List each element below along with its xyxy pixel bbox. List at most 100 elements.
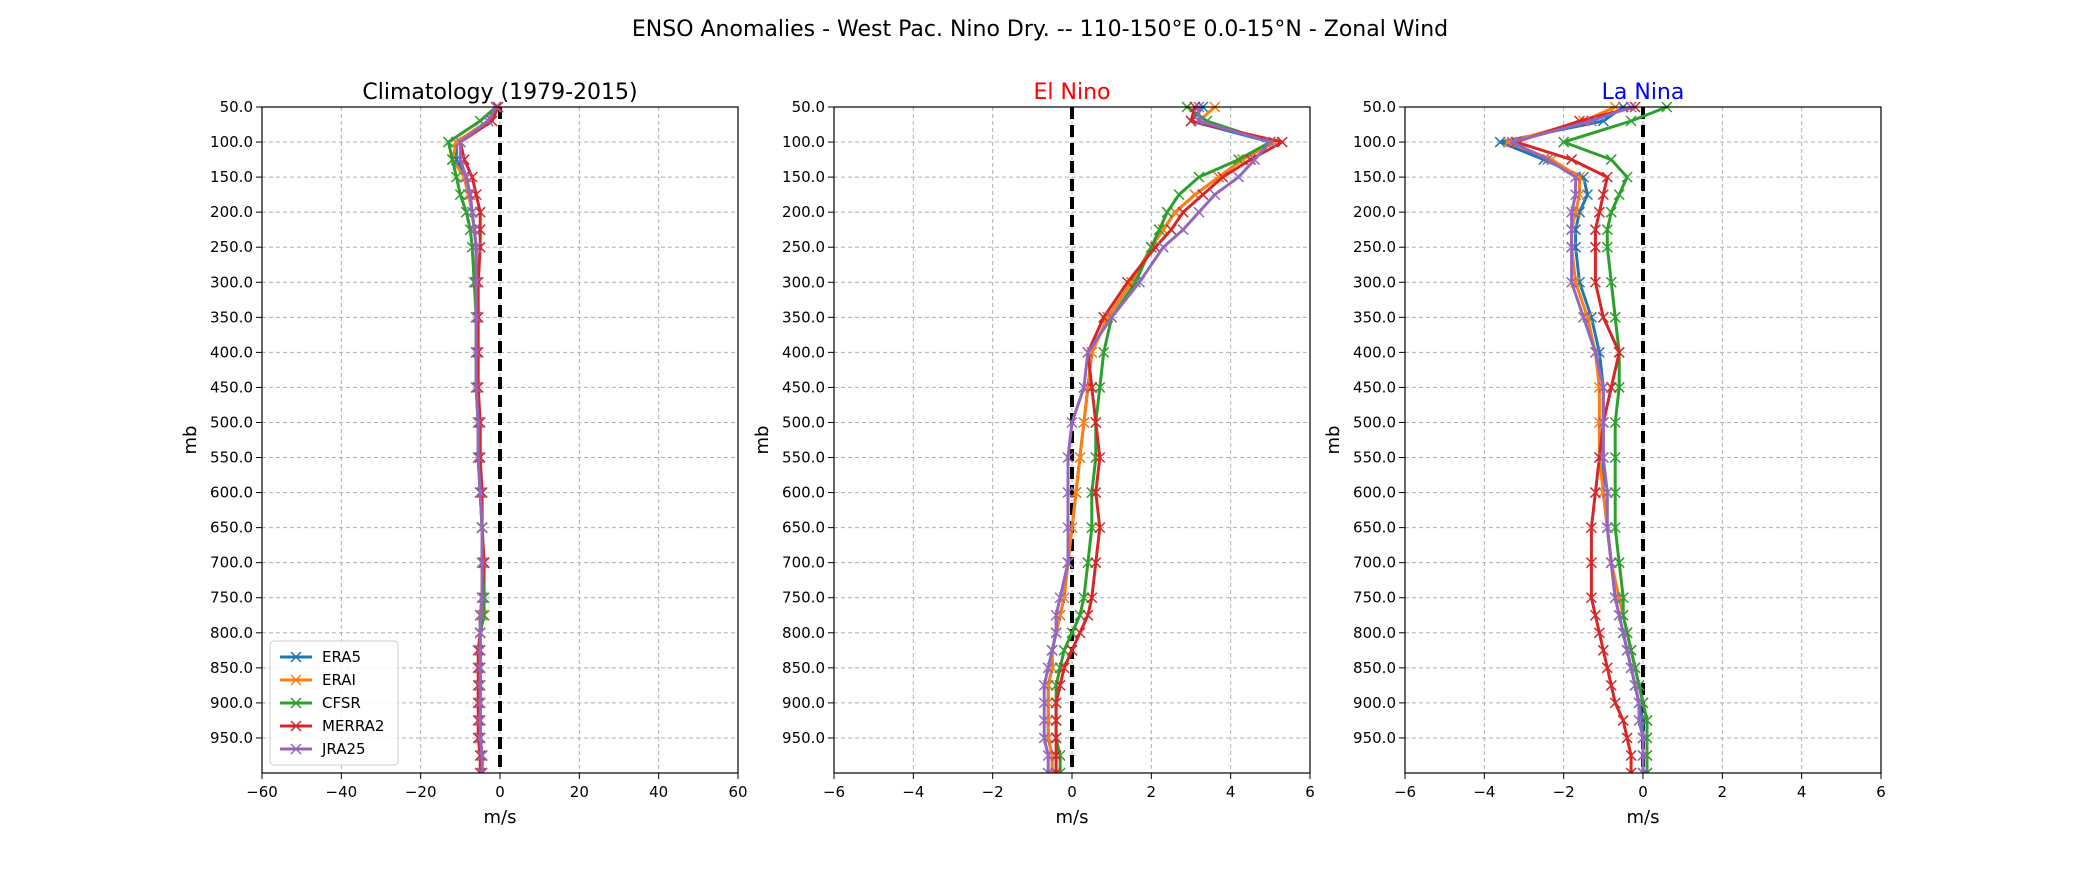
data-point <box>1597 451 1609 464</box>
data-point <box>1589 241 1601 253</box>
data-point <box>1589 276 1601 288</box>
data-point <box>464 189 476 201</box>
y-tick-label: 600.0 <box>1353 484 1396 502</box>
y-tick-label: 100.0 <box>782 133 825 151</box>
data-point <box>476 749 488 762</box>
legend-label: ERAI <box>322 671 356 689</box>
data-point <box>474 697 486 709</box>
x-tick-label: 0 <box>1638 783 1648 801</box>
data-point <box>468 224 480 236</box>
data-point <box>1066 644 1078 656</box>
y-tick-label: 800.0 <box>782 624 825 642</box>
data-point <box>470 241 482 253</box>
data-point <box>1601 171 1613 183</box>
data-point <box>470 276 482 288</box>
data-point <box>1637 749 1649 762</box>
data-point <box>1054 679 1066 691</box>
chart-panel-2: −6 −4 −2 0 2 4 650.0100.0150.0200.0250.0300.03… <box>752 80 1315 828</box>
data-point <box>1062 487 1074 499</box>
y-tick-label: 950.0 <box>210 729 253 747</box>
data-point <box>474 662 486 674</box>
y-tick-label: 200.0 <box>782 203 825 221</box>
data-point <box>1589 609 1601 621</box>
data-point <box>1585 557 1597 569</box>
data-point <box>1078 416 1090 429</box>
data-point <box>1609 522 1621 534</box>
data-point <box>1145 241 1157 253</box>
legend-entry-jra25: JRA25 <box>280 740 366 758</box>
data-point <box>1613 609 1625 621</box>
data-point <box>1058 644 1070 656</box>
data-point <box>1193 206 1205 218</box>
data-point <box>1133 276 1145 288</box>
x-tick-label: −20 <box>405 783 437 801</box>
data-point <box>1605 154 1617 166</box>
figure-title: ENSO Anomalies - West Pac. Nino Dry. -- … <box>632 17 1448 42</box>
series-jra25 <box>1038 101 1276 773</box>
data-point <box>1074 451 1086 464</box>
data-point <box>1597 381 1609 393</box>
data-point <box>1086 381 1098 393</box>
y-tick-label: 450.0 <box>782 378 825 396</box>
data-point <box>1050 749 1062 762</box>
data-point <box>1605 381 1617 393</box>
data-point <box>472 416 484 429</box>
data-point <box>1066 416 1078 429</box>
data-point <box>1129 276 1142 288</box>
data-point <box>1566 206 1578 218</box>
y-tick-label: 750.0 <box>782 589 825 607</box>
data-point <box>1169 206 1181 218</box>
data-point <box>1038 697 1050 709</box>
data-point <box>454 136 466 148</box>
legend-label: ERA5 <box>322 648 361 666</box>
chart-panel-1: −60 −40 −20 0 20 40 60 50.0 100.0 150.0 200.0 250.0… <box>180 80 748 828</box>
y-tick-label: 650.0 <box>782 519 825 537</box>
data-point <box>1566 154 1578 166</box>
x-tick-label: 2 <box>1718 783 1728 801</box>
y-tick-label: 650.0 <box>1353 519 1396 537</box>
data-point <box>1566 224 1578 236</box>
data-point <box>1566 276 1578 288</box>
x-tick-label: −2 <box>1553 783 1575 801</box>
data-point <box>482 115 494 127</box>
y-tick-label: 350.0 <box>210 308 253 326</box>
y-tick-label: 300.0 <box>210 273 253 291</box>
y-tick-label: 450.0 <box>1353 378 1396 396</box>
y-tick-label: 250.0 <box>782 238 825 256</box>
y-axis-label: mb <box>752 426 773 455</box>
y-tick-label: 700.0 <box>210 554 253 572</box>
y-tick-label: 850.0 <box>782 659 825 677</box>
data-point <box>1090 416 1102 429</box>
x-tick-label: −60 <box>246 783 278 801</box>
data-point <box>1090 557 1102 569</box>
data-point <box>1609 416 1621 429</box>
data-point <box>1050 627 1062 639</box>
y-tick-label: 150.0 <box>1353 168 1396 186</box>
data-point <box>476 522 488 534</box>
data-point <box>1581 189 1594 201</box>
y-tick-label: 950.0 <box>1353 729 1396 747</box>
data-point <box>1601 224 1613 236</box>
data-point <box>1597 189 1609 201</box>
y-tick-label: 900.0 <box>1353 694 1396 712</box>
data-point <box>1593 627 1605 639</box>
data-point <box>1177 224 1189 236</box>
data-point <box>1050 732 1062 744</box>
data-point <box>1597 416 1609 429</box>
data-point <box>1601 522 1613 534</box>
y-tick-label: 600.0 <box>782 484 825 502</box>
y-tick-label: 200.0 <box>210 203 253 221</box>
data-point <box>1233 171 1245 183</box>
panels: −60 −40 −20 0 20 40 6050.0100.0150.0200.0250.0… <box>180 80 1886 828</box>
data-point <box>1617 714 1629 726</box>
data-point <box>1094 522 1106 534</box>
data-point <box>1094 451 1106 464</box>
data-point <box>1597 644 1609 656</box>
data-point <box>1641 714 1653 726</box>
y-axis-label: mb <box>1323 426 1344 455</box>
data-point <box>1577 311 1590 323</box>
data-point <box>1542 154 1554 166</box>
data-point <box>1082 557 1094 569</box>
data-point <box>1062 451 1074 464</box>
data-point <box>1038 679 1050 691</box>
